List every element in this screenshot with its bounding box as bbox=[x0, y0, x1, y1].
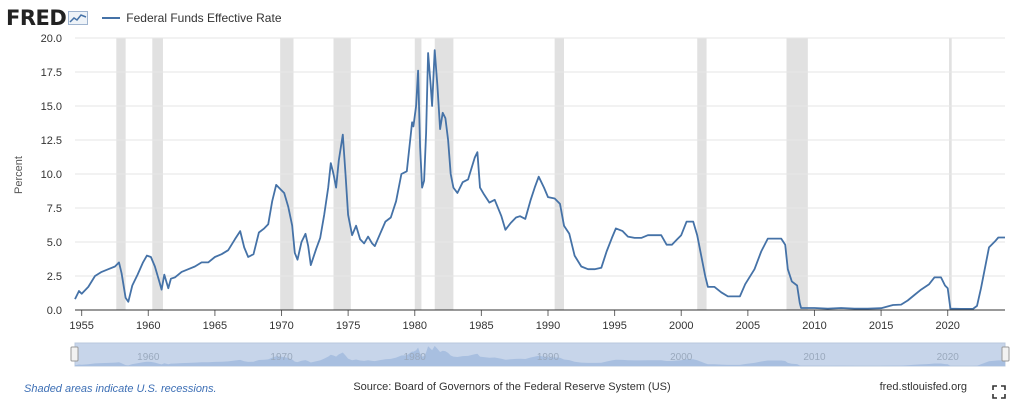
y-axis-ticks: 0.0 2.5 5.0 7.5 10.0 12.5 15.0 17.5 20.0 bbox=[41, 33, 62, 317]
navigator-area bbox=[75, 345, 1005, 366]
x-tick-label: 2010 bbox=[802, 320, 826, 332]
navigator-handle-left[interactable] bbox=[70, 346, 79, 362]
fred-logo[interactable]: FRED bbox=[6, 6, 89, 30]
navigator-tick-label: 2000 bbox=[670, 352, 693, 363]
x-tick-label: 1965 bbox=[203, 320, 227, 332]
y-tick-label: 7.5 bbox=[47, 203, 62, 215]
x-tick-label: 2005 bbox=[736, 320, 760, 332]
x-tick-label: 1975 bbox=[336, 320, 360, 332]
x-tick-label: 1970 bbox=[269, 320, 293, 332]
recession-note[interactable]: Shaded areas indicate U.S. recessions. bbox=[24, 383, 217, 395]
x-tick-label: 1985 bbox=[469, 320, 493, 332]
x-tick-label: 1960 bbox=[136, 320, 160, 332]
navigator-handle-right[interactable] bbox=[1001, 346, 1010, 362]
y-tick-label: 2.5 bbox=[47, 271, 62, 283]
y-axis-label: Percent bbox=[13, 156, 25, 194]
y-tick-label: 12.5 bbox=[41, 135, 62, 147]
legend-line-swatch bbox=[102, 17, 121, 19]
navigator-tick-label: 2020 bbox=[937, 352, 960, 363]
y-tick-label: 0.0 bbox=[47, 305, 62, 317]
y-tick-label: 10.0 bbox=[41, 169, 62, 181]
navigator-tick-label: 2010 bbox=[803, 352, 826, 363]
logo-text: FRED bbox=[6, 6, 67, 30]
site-link[interactable]: fred.stlouisfed.org bbox=[879, 381, 967, 393]
x-tick-label: 1995 bbox=[602, 320, 626, 332]
navigator-ticks: 1960 1970 1980 1990 2000 2010 2020 bbox=[137, 352, 959, 363]
chart-header: FRED Federal Funds Effective Rate bbox=[6, 4, 282, 32]
y-tick-label: 20.0 bbox=[41, 33, 62, 45]
x-tick-label: 2015 bbox=[869, 320, 893, 332]
x-tick-label: 2020 bbox=[935, 320, 959, 332]
legend-label: Federal Funds Effective Rate bbox=[126, 11, 282, 25]
navigator-tick-label: 1990 bbox=[537, 352, 560, 363]
y-tick-label: 5.0 bbox=[47, 237, 62, 249]
fullscreen-icon[interactable] bbox=[992, 385, 1006, 399]
series-line bbox=[74, 49, 1005, 310]
x-tick-label: 1980 bbox=[403, 320, 427, 332]
x-tick-label: 1955 bbox=[69, 320, 93, 332]
grid-lines bbox=[75, 37, 1005, 277]
navigator[interactable]: 1960 1970 1980 1990 2000 2010 2020 bbox=[70, 342, 1010, 367]
chart-area: 0.0 2.5 5.0 7.5 10.0 12.5 15.0 17.5 20.0 1955 196… bbox=[13, 33, 1010, 367]
y-tick-label: 17.5 bbox=[41, 67, 62, 79]
navigator-tick-label: 1970 bbox=[270, 352, 293, 363]
x-tick-label: 2000 bbox=[669, 320, 693, 332]
x-axis-ticks: 1955 1960 1965 1970 1975 1980 1985 1990 1995 2000… bbox=[69, 310, 960, 332]
navigator-tick-label: 1960 bbox=[137, 352, 160, 363]
fred-chart-icon bbox=[68, 11, 89, 25]
y-tick-label: 15.0 bbox=[41, 101, 62, 113]
legend[interactable]: Federal Funds Effective Rate bbox=[102, 11, 282, 25]
x-tick-label: 1990 bbox=[536, 320, 560, 332]
navigator-tick-label: 1980 bbox=[404, 352, 427, 363]
source-text: Source: Board of Governors of the Federa… bbox=[353, 381, 671, 393]
